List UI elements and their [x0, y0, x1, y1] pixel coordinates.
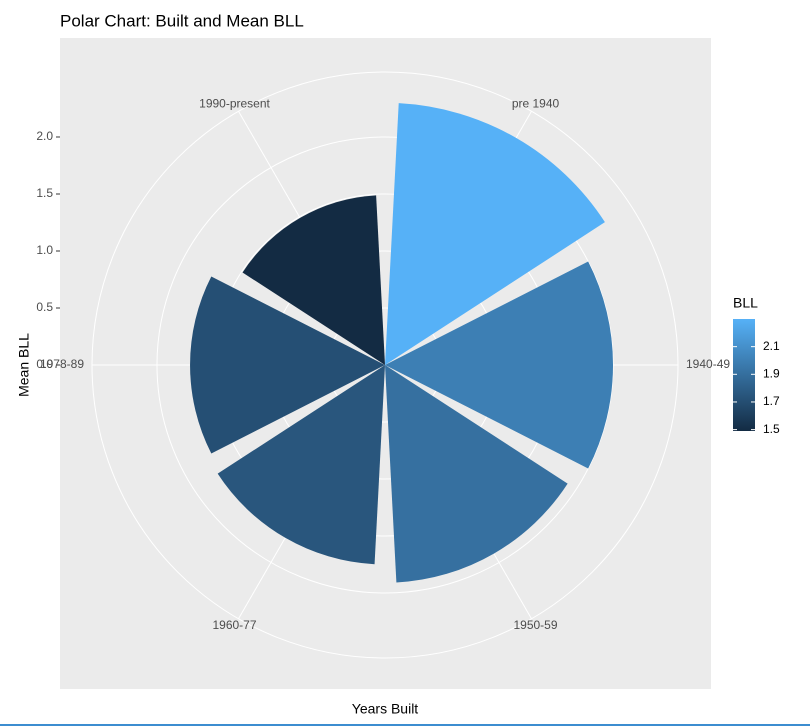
bar [217, 365, 385, 565]
y-tick-label: 2.0 [36, 129, 53, 143]
legend-colorbar [733, 319, 755, 431]
bar [190, 276, 385, 454]
legend-label: 1.5 [763, 422, 780, 436]
x-tick-label: 1978-89 [40, 357, 84, 371]
y-axis-title: Mean BLL [16, 333, 32, 397]
chart-title: Polar Chart: Built and Mean BLL [60, 11, 304, 30]
x-axis-title: Years Built [352, 701, 419, 717]
x-tick-label: 1960-77 [212, 618, 256, 632]
legend-title: BLL [733, 295, 758, 311]
y-tick-label: 1.0 [36, 243, 53, 257]
y-tick-label: 0.5 [36, 300, 53, 314]
x-tick-label: 1990-present [199, 96, 270, 110]
bar [242, 195, 385, 365]
legend-label: 2.1 [763, 339, 780, 353]
x-tick-label: 1940-49 [686, 357, 730, 371]
bar [385, 365, 568, 583]
legend-label: 1.7 [763, 394, 780, 408]
legend-label: 1.9 [763, 366, 780, 380]
bar [385, 261, 614, 469]
x-tick-label: 1950-59 [513, 618, 557, 632]
bar [385, 103, 605, 365]
y-tick-label: 1.5 [36, 186, 53, 200]
y-tick-label: 0.0 [36, 357, 53, 371]
x-tick-label: pre 1940 [512, 96, 560, 110]
